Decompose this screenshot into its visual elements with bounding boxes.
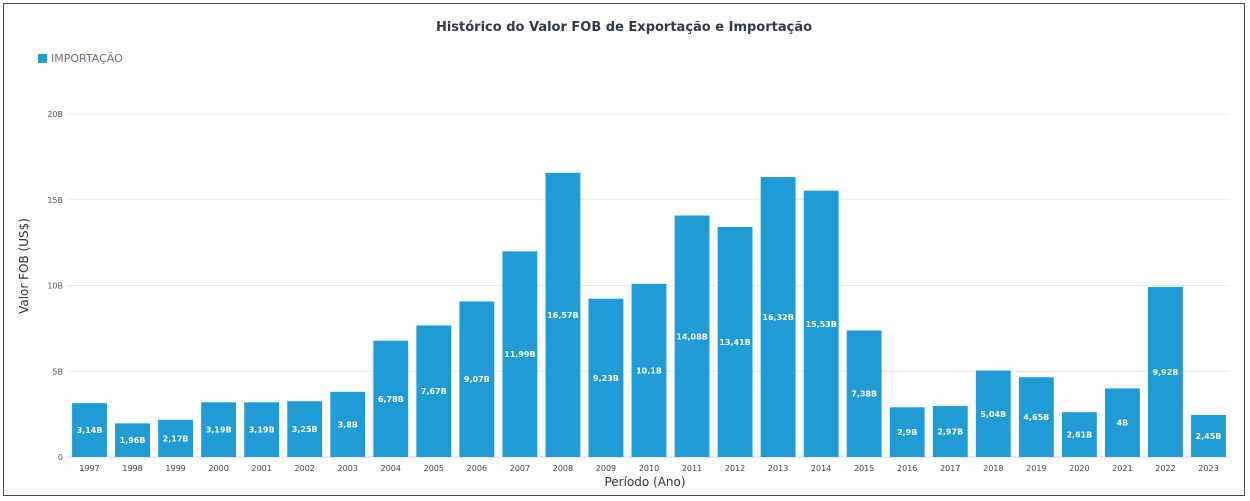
- bar-2015[interactable]: [846, 330, 882, 457]
- bar-1998[interactable]: [115, 423, 150, 457]
- data-label: 3,19B: [206, 426, 232, 435]
- data-label: 3,19B: [249, 426, 275, 435]
- bar-2013[interactable]: [760, 177, 796, 457]
- bar-2003[interactable]: [330, 391, 366, 457]
- x-tick-label: 2013: [768, 464, 788, 473]
- bar-2022[interactable]: [1148, 286, 1183, 457]
- bar-2010[interactable]: [631, 283, 667, 457]
- x-tick-label: 2021: [1112, 464, 1132, 473]
- data-label: 7,67B: [421, 387, 447, 396]
- data-label: 2,9B: [897, 428, 917, 437]
- data-label: 9,07B: [464, 375, 490, 384]
- data-label: 6,78B: [378, 395, 404, 404]
- data-label: 9,23B: [593, 374, 619, 383]
- x-tick-label: 2005: [424, 464, 444, 473]
- x-tick-label: 2010: [639, 464, 659, 473]
- bar-2014[interactable]: [803, 190, 839, 457]
- y-tick-label: 20B: [47, 110, 63, 119]
- y-tick-label: 10B: [47, 282, 63, 291]
- bar-2005[interactable]: [416, 325, 452, 457]
- x-tick-label: 2007: [510, 464, 530, 473]
- y-tick-label: 5B: [52, 367, 63, 376]
- data-label: 2,97B: [937, 428, 963, 437]
- data-label: 3,8B: [338, 420, 358, 429]
- chart-title: Histórico do Valor FOB de Exportação e I…: [435, 20, 813, 35]
- x-tick-label: 2008: [553, 464, 573, 473]
- x-tick-label: 2000: [208, 464, 228, 473]
- data-label: 3,25B: [292, 425, 318, 434]
- bar-2002[interactable]: [287, 401, 323, 457]
- x-tick-label: 2001: [251, 464, 271, 473]
- bar-2004[interactable]: [373, 340, 409, 457]
- data-label: 9,92B: [1153, 368, 1179, 377]
- x-tick-label: 2011: [682, 464, 702, 473]
- bar-2009[interactable]: [588, 298, 624, 457]
- legend[interactable]: IMPORTAÇÃO: [38, 52, 123, 65]
- data-label: 5,04B: [980, 410, 1006, 419]
- data-label: 2,61B: [1066, 431, 1092, 440]
- bar-2017[interactable]: [932, 406, 968, 457]
- bar-2019[interactable]: [1018, 377, 1054, 457]
- x-tick-label: 1999: [165, 464, 185, 473]
- y-tick-label: 0: [58, 453, 63, 462]
- data-label: 10,1B: [636, 366, 662, 375]
- y-tick-label: 15B: [47, 196, 63, 205]
- x-tick-label: 2004: [381, 464, 401, 473]
- bar-2020[interactable]: [1061, 412, 1097, 457]
- legend-label: IMPORTAÇÃO: [51, 52, 123, 65]
- bar-2007[interactable]: [502, 251, 538, 457]
- bar-1997[interactable]: [72, 403, 107, 457]
- data-label: 14,08B: [676, 332, 707, 341]
- x-tick-label: 2003: [338, 464, 358, 473]
- x-tick-label: 1998: [122, 464, 142, 473]
- data-label: 2,17B: [163, 434, 189, 443]
- bar-2008[interactable]: [545, 172, 581, 457]
- bar-2016[interactable]: [889, 407, 925, 457]
- data-label: 4B: [1117, 419, 1129, 428]
- y-axis-title: Valor FOB (US$): [17, 218, 31, 314]
- bar-2006[interactable]: [459, 301, 495, 457]
- x-tick-label: 2016: [897, 464, 917, 473]
- bar-2001[interactable]: [244, 402, 280, 457]
- data-label: 16,57B: [547, 311, 578, 320]
- x-axis-title: Período (Ano): [604, 475, 685, 489]
- data-label: 1,96B: [120, 436, 146, 445]
- x-tick-label: 2012: [725, 464, 745, 473]
- bar-2018[interactable]: [975, 370, 1011, 457]
- x-tick-label: 2023: [1198, 464, 1218, 473]
- legend-swatch: [38, 54, 47, 63]
- data-label: 4,65B: [1023, 413, 1049, 422]
- x-tick-label: 2020: [1069, 464, 1089, 473]
- x-tick-label: 2022: [1155, 464, 1175, 473]
- bar-2023[interactable]: [1191, 414, 1226, 457]
- bar-1999[interactable]: [158, 419, 194, 457]
- data-label: 16,32B: [762, 313, 793, 322]
- data-label: 13,41B: [719, 338, 750, 347]
- bar-2011[interactable]: [674, 215, 710, 457]
- bar-2021[interactable]: [1104, 388, 1140, 457]
- data-label: 11,99B: [504, 350, 535, 359]
- x-tick-label: 2002: [295, 464, 315, 473]
- x-tick-label: 2018: [983, 464, 1003, 473]
- x-tick-label: 2006: [467, 464, 487, 473]
- x-tick-label: 2014: [811, 464, 831, 473]
- bar-2000[interactable]: [201, 402, 237, 457]
- data-label: 15,53B: [805, 320, 836, 329]
- data-label: 3,14B: [77, 426, 103, 435]
- data-label: 2,45B: [1196, 432, 1222, 441]
- x-tick-label: 2019: [1026, 464, 1046, 473]
- data-label: 7,38B: [851, 390, 877, 399]
- bar-2012[interactable]: [717, 227, 753, 457]
- x-tick-label: 2017: [940, 464, 960, 473]
- x-tick-label: 2009: [596, 464, 616, 473]
- x-tick-label: 1997: [79, 464, 99, 473]
- x-tick-label: 2015: [854, 464, 874, 473]
